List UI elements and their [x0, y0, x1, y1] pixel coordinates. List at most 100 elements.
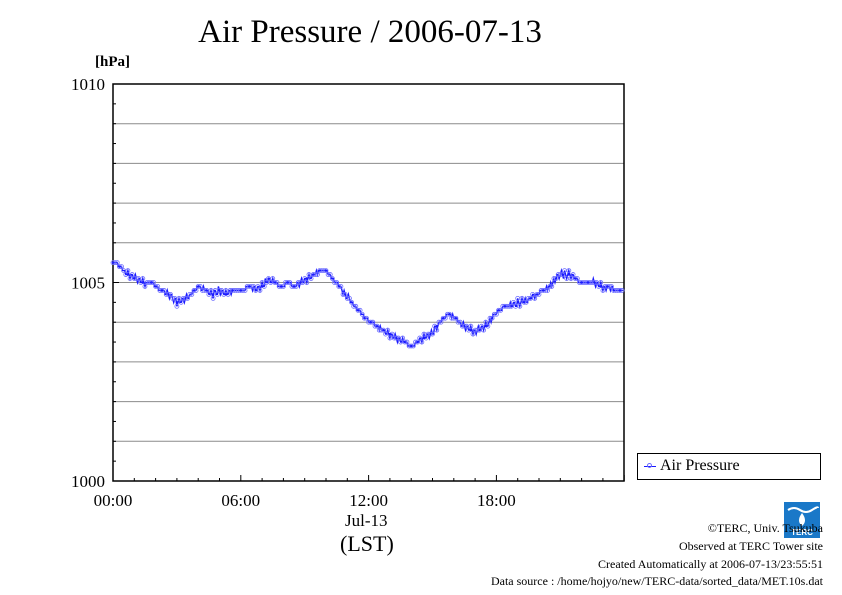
- data-point: [337, 285, 340, 288]
- series-marker: [116, 264, 122, 270]
- series-marker: [174, 303, 180, 309]
- series-marker: [332, 280, 337, 285]
- series-line: [113, 261, 624, 347]
- chart-title: Air Pressure / 2006-07-13: [198, 14, 542, 50]
- series-marker: [483, 319, 489, 325]
- data-point: [154, 285, 157, 288]
- data-point: [369, 321, 372, 324]
- data-point: [403, 340, 407, 344]
- data-point: [554, 277, 558, 280]
- data-point: [218, 289, 221, 292]
- series-marker: [344, 295, 350, 301]
- series-marker: [342, 292, 348, 297]
- data-point: [535, 293, 539, 296]
- data-point: [318, 269, 321, 272]
- data-point: [141, 281, 145, 284]
- series-marker: [491, 311, 497, 317]
- series-marker: [278, 284, 284, 289]
- series-marker: [436, 319, 442, 325]
- series-marker: [189, 292, 195, 297]
- series-marker: [170, 295, 176, 301]
- series-marker: [351, 303, 357, 309]
- data-point: [305, 277, 309, 280]
- data-point: [331, 277, 334, 280]
- footer-source: Data source : /home/hojyo/new/TERC-data/…: [490, 574, 823, 588]
- data-point: [192, 289, 196, 292]
- legend-label: Air Pressure: [660, 457, 740, 474]
- data-point: [561, 273, 564, 276]
- series-marker: [570, 272, 576, 277]
- series-marker: [598, 280, 604, 285]
- footer-copyright: ©TERC, Univ. Tsukuba: [707, 521, 823, 535]
- x-tick-label: 12:00: [349, 491, 388, 510]
- data-point: [448, 313, 451, 316]
- series-marker: [383, 331, 389, 337]
- data-point: [292, 285, 296, 288]
- series-marker: [148, 280, 154, 285]
- data-point: [267, 277, 270, 280]
- series-marker: [470, 331, 476, 337]
- data-point: [175, 301, 179, 304]
- data-point: [469, 328, 473, 332]
- data-point: [248, 285, 251, 288]
- series-marker: [453, 315, 459, 321]
- series-marker: [178, 299, 184, 305]
- data-point: [312, 273, 315, 276]
- data-point: [529, 297, 532, 300]
- axis-ticks: 1000 1005 1010 00:00 06:00 12:00 18:00: [71, 75, 625, 510]
- data-point: [375, 324, 379, 328]
- series-marker: [125, 268, 131, 273]
- series-marker: [183, 295, 188, 301]
- series-marker: [417, 335, 423, 341]
- series-marker: [532, 295, 538, 301]
- data-point: [435, 324, 438, 328]
- series-marker: [270, 276, 276, 281]
- series-marker: [308, 276, 314, 281]
- data-point: [612, 289, 615, 292]
- series-marker: [325, 272, 331, 277]
- data-point: [133, 277, 136, 280]
- data-point: [111, 261, 115, 264]
- data-point: [254, 289, 257, 292]
- series-marker: [566, 268, 572, 273]
- series-marker: [521, 299, 527, 305]
- y-tick-label: 1005: [71, 274, 105, 293]
- data-point: [422, 336, 426, 340]
- data-point: [618, 289, 622, 292]
- series-marker: [468, 323, 474, 329]
- data-point: [490, 317, 494, 320]
- series-marker: [496, 307, 501, 313]
- series-marker: [427, 331, 433, 337]
- series-marker: [187, 292, 193, 297]
- series-marker: [438, 319, 444, 325]
- series-marker: [600, 288, 606, 293]
- series-marker: [206, 292, 212, 297]
- data-point: [239, 289, 243, 292]
- series-marker: [434, 327, 440, 333]
- x-tick-label: 06:00: [221, 491, 260, 510]
- terc-logo-icon: TERC: [784, 502, 820, 538]
- data-point: [395, 336, 398, 340]
- series-marker: [153, 284, 159, 289]
- legend-swatch-marker: [647, 463, 652, 468]
- footer-created: Created Automatically at 2006-07-13/23:5…: [598, 557, 823, 571]
- series-marker: [560, 272, 565, 277]
- data-point: [286, 281, 289, 284]
- series-marker: [368, 319, 374, 325]
- data-point: [574, 277, 577, 280]
- data-point: [363, 317, 366, 320]
- series-marker: [140, 276, 146, 281]
- series-marker: [347, 295, 352, 301]
- series-marker: [257, 288, 263, 293]
- logo-text: TERC: [791, 528, 813, 537]
- series-marker: [572, 276, 578, 281]
- data-point: [478, 328, 481, 332]
- series-marker: [355, 307, 361, 313]
- series-marker: [298, 280, 303, 285]
- data-point: [324, 269, 328, 272]
- data-point: [118, 265, 121, 268]
- series-marker: [327, 272, 333, 277]
- data-point: [197, 285, 200, 288]
- data-point: [463, 324, 466, 328]
- data-point: [260, 285, 264, 288]
